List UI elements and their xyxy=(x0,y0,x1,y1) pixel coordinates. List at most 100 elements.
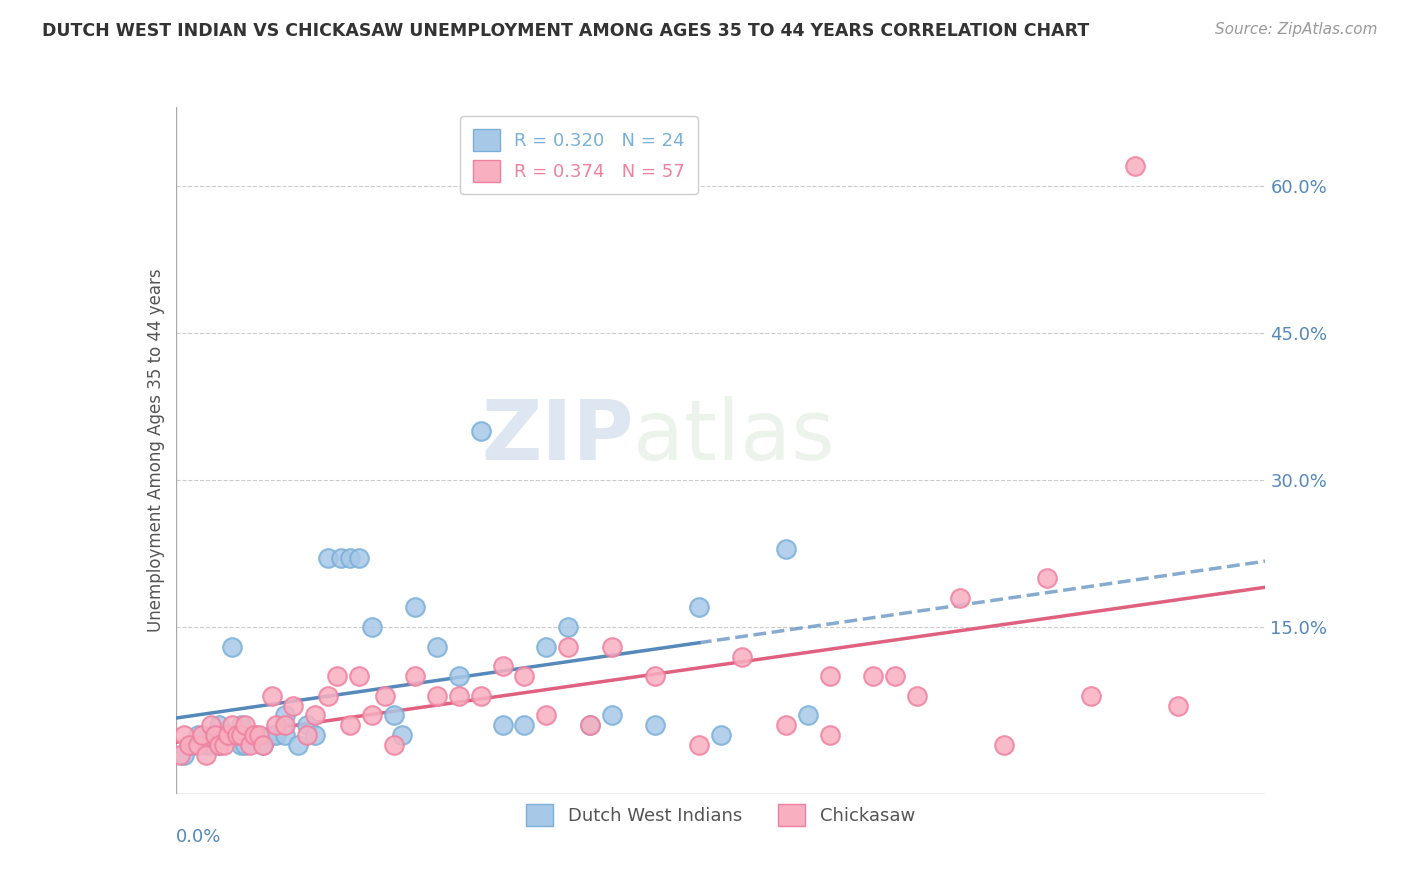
Point xyxy=(181,738,204,752)
Point xyxy=(252,738,274,752)
Point xyxy=(470,689,492,703)
Text: atlas: atlas xyxy=(633,396,835,477)
Point xyxy=(905,689,928,703)
Point xyxy=(644,718,666,732)
Point xyxy=(884,669,907,683)
Point xyxy=(200,718,222,732)
Point xyxy=(513,718,536,732)
Point xyxy=(600,640,623,654)
Point xyxy=(304,708,326,723)
Point xyxy=(186,728,209,742)
Point xyxy=(295,718,318,732)
Point xyxy=(173,728,195,742)
Point xyxy=(382,738,405,752)
Point xyxy=(274,708,297,723)
Point xyxy=(283,698,305,713)
Point xyxy=(247,728,270,742)
Point xyxy=(492,718,515,732)
Text: Source: ZipAtlas.com: Source: ZipAtlas.com xyxy=(1215,22,1378,37)
Point xyxy=(318,551,340,566)
Point xyxy=(274,728,297,742)
Point xyxy=(217,728,239,742)
Point xyxy=(710,728,733,742)
Text: 0.0%: 0.0% xyxy=(176,828,221,847)
Point xyxy=(688,738,710,752)
Point xyxy=(204,728,226,742)
Point xyxy=(243,728,266,742)
Point xyxy=(221,640,243,654)
Point xyxy=(426,640,449,654)
Point xyxy=(405,600,427,615)
Point xyxy=(252,738,274,752)
Point xyxy=(274,718,297,732)
Point xyxy=(818,669,841,683)
Point xyxy=(534,640,557,654)
Point xyxy=(225,728,247,742)
Point xyxy=(557,620,579,634)
Point xyxy=(360,620,382,634)
Point xyxy=(818,728,841,742)
Point xyxy=(200,738,222,752)
Point xyxy=(208,738,231,752)
Point xyxy=(204,728,226,742)
Point xyxy=(287,738,309,752)
Point xyxy=(330,551,353,566)
Point xyxy=(534,708,557,723)
Point xyxy=(796,708,818,723)
Point xyxy=(949,591,972,605)
Point xyxy=(231,718,253,732)
Point xyxy=(513,669,536,683)
Point xyxy=(1080,689,1102,703)
Point xyxy=(600,708,623,723)
Point xyxy=(260,728,283,742)
Point xyxy=(405,669,427,683)
Point xyxy=(579,718,602,732)
Point xyxy=(186,738,209,752)
Point xyxy=(195,738,218,752)
Point xyxy=(447,669,470,683)
Point xyxy=(374,689,396,703)
Point xyxy=(1123,159,1146,173)
Point xyxy=(492,659,515,673)
Point xyxy=(339,718,361,732)
Point xyxy=(195,747,218,762)
Point xyxy=(239,738,262,752)
Point xyxy=(217,728,239,742)
Point xyxy=(231,728,253,742)
Point xyxy=(347,551,370,566)
Text: ZIP: ZIP xyxy=(481,396,633,477)
Point xyxy=(326,669,349,683)
Point xyxy=(382,708,405,723)
Point xyxy=(339,551,361,566)
Point xyxy=(426,689,449,703)
Point xyxy=(318,689,340,703)
Point xyxy=(208,738,231,752)
Point xyxy=(447,689,470,703)
Point xyxy=(173,747,195,762)
Point xyxy=(1167,698,1189,713)
Point xyxy=(208,718,231,732)
Point xyxy=(260,689,283,703)
Point xyxy=(295,728,318,742)
Point xyxy=(993,738,1015,752)
Point xyxy=(557,640,579,654)
Point xyxy=(347,669,370,683)
Point xyxy=(644,669,666,683)
Point xyxy=(169,747,191,762)
Point xyxy=(264,728,287,742)
Point xyxy=(212,738,235,752)
Point xyxy=(775,718,797,732)
Point xyxy=(862,669,884,683)
Point xyxy=(264,718,287,732)
Point xyxy=(775,541,797,556)
Point xyxy=(688,600,710,615)
Point xyxy=(235,718,257,732)
Y-axis label: Unemployment Among Ages 35 to 44 years: Unemployment Among Ages 35 to 44 years xyxy=(146,268,165,632)
Point xyxy=(391,728,413,742)
Text: DUTCH WEST INDIAN VS CHICKASAW UNEMPLOYMENT AMONG AGES 35 TO 44 YEARS CORRELATIO: DUTCH WEST INDIAN VS CHICKASAW UNEMPLOYM… xyxy=(42,22,1090,40)
Point xyxy=(243,728,266,742)
Point xyxy=(177,738,200,752)
Point xyxy=(731,649,754,664)
Legend: Dutch West Indians, Chickasaw: Dutch West Indians, Chickasaw xyxy=(519,797,922,833)
Point xyxy=(579,718,602,732)
